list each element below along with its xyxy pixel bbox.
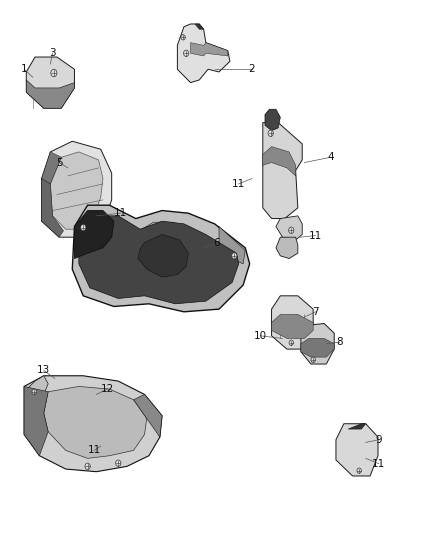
Circle shape — [289, 340, 293, 345]
Polygon shape — [219, 227, 245, 264]
Polygon shape — [263, 123, 302, 219]
Circle shape — [357, 468, 361, 473]
Text: 1: 1 — [21, 64, 28, 74]
Circle shape — [116, 460, 121, 466]
Polygon shape — [129, 222, 197, 285]
Circle shape — [181, 35, 185, 40]
Text: 10: 10 — [254, 331, 267, 341]
Circle shape — [311, 357, 315, 362]
Text: 4: 4 — [327, 152, 334, 162]
Polygon shape — [272, 296, 313, 349]
Text: 12: 12 — [101, 384, 114, 394]
Polygon shape — [336, 424, 378, 476]
Polygon shape — [26, 80, 74, 108]
Circle shape — [85, 463, 90, 470]
Polygon shape — [348, 424, 366, 429]
Polygon shape — [42, 179, 64, 237]
Text: 11: 11 — [114, 208, 127, 218]
Polygon shape — [195, 24, 204, 29]
Text: 11: 11 — [232, 179, 245, 189]
Text: 9: 9 — [375, 435, 382, 445]
Polygon shape — [263, 147, 296, 176]
Circle shape — [32, 389, 36, 394]
Text: 5: 5 — [56, 158, 63, 167]
Text: 3: 3 — [49, 49, 56, 58]
Text: 7: 7 — [312, 307, 319, 317]
Polygon shape — [24, 386, 48, 456]
Polygon shape — [72, 205, 250, 312]
Text: 2: 2 — [248, 64, 255, 74]
Text: 11: 11 — [309, 231, 322, 240]
Polygon shape — [24, 376, 48, 400]
Circle shape — [232, 253, 237, 259]
Polygon shape — [177, 24, 230, 83]
Polygon shape — [276, 216, 302, 240]
Polygon shape — [191, 43, 228, 56]
Polygon shape — [265, 109, 280, 131]
Polygon shape — [26, 57, 74, 108]
Polygon shape — [24, 376, 162, 472]
Polygon shape — [134, 394, 162, 437]
Polygon shape — [42, 141, 112, 237]
Polygon shape — [276, 237, 298, 259]
Text: 11: 11 — [88, 446, 101, 455]
Polygon shape — [301, 338, 334, 357]
Circle shape — [268, 130, 273, 136]
Polygon shape — [42, 152, 61, 184]
Polygon shape — [79, 216, 239, 304]
Circle shape — [51, 69, 57, 77]
Polygon shape — [301, 324, 334, 364]
Polygon shape — [272, 314, 313, 338]
Polygon shape — [74, 211, 114, 259]
Polygon shape — [50, 152, 103, 229]
Text: 13: 13 — [37, 366, 50, 375]
Text: 6: 6 — [213, 238, 220, 247]
Circle shape — [289, 227, 294, 233]
Polygon shape — [44, 386, 147, 458]
Text: 11: 11 — [372, 459, 385, 469]
Polygon shape — [138, 235, 188, 277]
Text: 8: 8 — [336, 337, 343, 347]
Circle shape — [81, 224, 86, 231]
Circle shape — [184, 50, 189, 56]
